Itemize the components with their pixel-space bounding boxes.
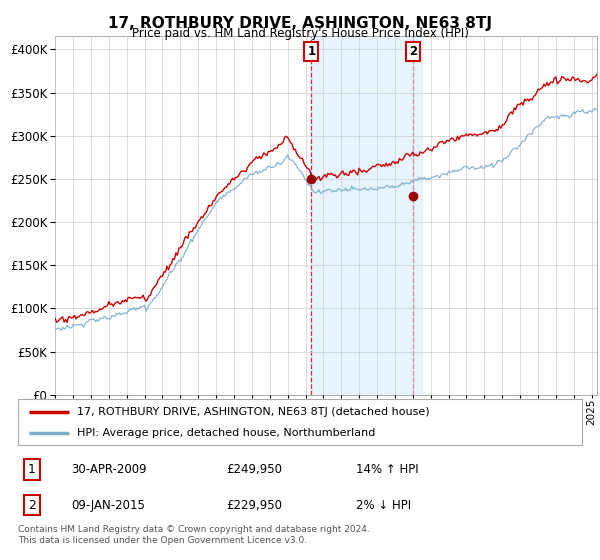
Text: £229,950: £229,950 — [227, 498, 283, 512]
Text: £249,950: £249,950 — [227, 463, 283, 476]
Text: 30-APR-2009: 30-APR-2009 — [71, 463, 147, 476]
Text: 17, ROTHBURY DRIVE, ASHINGTON, NE63 8TJ (detached house): 17, ROTHBURY DRIVE, ASHINGTON, NE63 8TJ … — [77, 407, 430, 417]
Text: Contains HM Land Registry data © Crown copyright and database right 2024.
This d: Contains HM Land Registry data © Crown c… — [18, 525, 370, 545]
Text: Price paid vs. HM Land Registry's House Price Index (HPI): Price paid vs. HM Land Registry's House … — [131, 27, 469, 40]
Text: 17, ROTHBURY DRIVE, ASHINGTON, NE63 8TJ: 17, ROTHBURY DRIVE, ASHINGTON, NE63 8TJ — [108, 16, 492, 31]
Text: 09-JAN-2015: 09-JAN-2015 — [71, 498, 145, 512]
Text: 2% ↓ HPI: 2% ↓ HPI — [356, 498, 412, 512]
Text: 2: 2 — [409, 45, 418, 58]
Text: HPI: Average price, detached house, Northumberland: HPI: Average price, detached house, Nort… — [77, 428, 376, 438]
Text: 2: 2 — [28, 498, 36, 512]
Text: 1: 1 — [28, 463, 36, 476]
Bar — [311, 36, 422, 395]
Text: 1: 1 — [307, 45, 316, 58]
Text: 14% ↑ HPI: 14% ↑ HPI — [356, 463, 419, 476]
